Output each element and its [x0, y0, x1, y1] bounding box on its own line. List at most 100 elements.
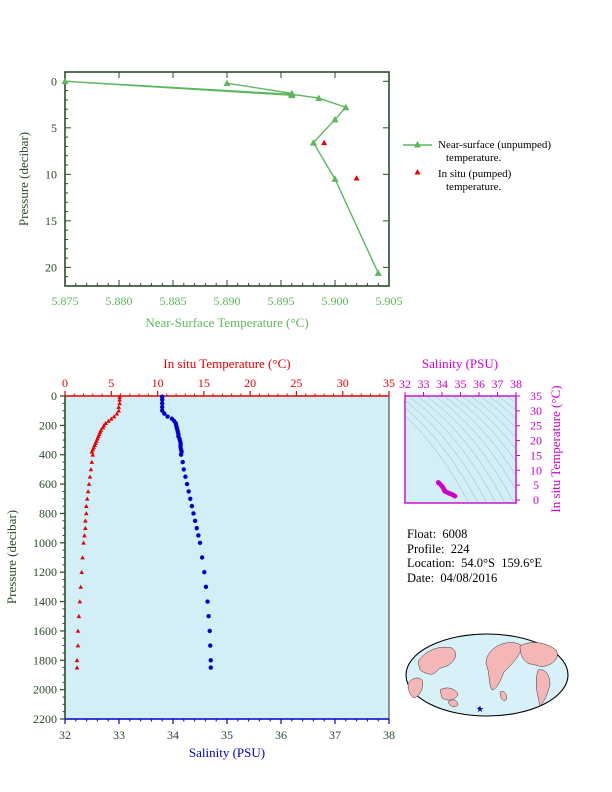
salinity-point — [205, 599, 210, 604]
salinity-ticks: 32 33 34 35 36 37 38 — [59, 719, 395, 742]
temp-ticks: 0 5 10 15 20 25 30 35 — [62, 376, 395, 396]
density-contour — [405, 415, 470, 503]
salinity-point — [160, 397, 165, 402]
temperature-point — [85, 489, 91, 494]
ts-x-tick-label: 35 — [455, 377, 467, 391]
salinity-point — [160, 401, 165, 406]
pres-tick-label: 600 — [39, 477, 57, 491]
salinity-point — [192, 518, 198, 523]
ts-y-tick-label: 35 — [530, 389, 542, 403]
salinity-point — [160, 404, 165, 410]
salinity-axis-label: Salinity (PSU) — [189, 745, 265, 760]
insitu-point — [353, 175, 360, 181]
top-x-axis-label: Near-Surface Temperature (°C) — [145, 315, 308, 330]
sal-tick-label: 38 — [383, 728, 395, 742]
top-y-tick-label: 20 — [45, 260, 57, 274]
pres-tick-label: 400 — [39, 448, 57, 462]
top-x-tick-label: 5.880 — [106, 294, 133, 308]
temperature-point — [90, 452, 96, 457]
ts-points — [435, 480, 458, 499]
legend-insitu-marker — [414, 169, 421, 175]
salinity-point — [162, 411, 167, 416]
profile-series — [74, 394, 213, 670]
density-contour — [407, 396, 497, 503]
top-y-ticks: 0 5 10 15 20 — [45, 74, 389, 278]
pres-tick-label: 2000 — [33, 683, 57, 697]
temperature-point — [111, 414, 117, 419]
top-chart: 5.875 5.880 5.885 5.890 5.895 5.900 5.905 0 5 10… — [16, 71, 551, 330]
ts-x-tick-label: 34 — [436, 377, 448, 391]
ts-point — [452, 493, 458, 499]
salinity-point — [189, 503, 195, 509]
sal-tick-label: 36 — [275, 728, 287, 742]
salinity-point — [186, 489, 191, 494]
temp-tick-label: 20 — [244, 376, 256, 390]
pres-tick-label: 1600 — [33, 624, 57, 638]
ts-x-tick-label: 37 — [492, 377, 504, 391]
top-y-tick-label: 0 — [51, 74, 57, 88]
location: Location: 54.0°S 159.6°E — [407, 556, 542, 570]
ts-y-tick-label: 5 — [533, 478, 539, 492]
density-contour — [425, 396, 515, 503]
near-surface-point — [223, 79, 231, 87]
ts-y-tick-label: 10 — [530, 463, 542, 477]
pres-tick-label: 1400 — [33, 595, 57, 609]
near-surface-point — [331, 175, 339, 182]
temperature-point — [83, 511, 89, 516]
pres-tick-label: 800 — [39, 506, 57, 520]
ts-x-tick-label: 33 — [418, 377, 430, 391]
temperature-point — [77, 599, 83, 604]
insitu-point — [321, 139, 328, 146]
pres-tick-label: 1000 — [33, 536, 57, 550]
temperature-point — [116, 404, 121, 409]
salinity-point — [199, 555, 205, 560]
near-surface-point — [331, 115, 339, 123]
temperature-point — [82, 533, 87, 538]
density-contour — [405, 400, 488, 503]
density-contour — [405, 407, 479, 503]
temp-tick-label: 0 — [62, 376, 68, 390]
temp-tick-label: 10 — [152, 376, 164, 390]
temp-tick-label: 35 — [383, 376, 395, 390]
top-x-tick-label: 5.895 — [268, 294, 295, 308]
top-series — [61, 77, 382, 276]
near-surface-point — [342, 103, 350, 111]
temperature-point — [84, 496, 90, 501]
ts-density-contours — [405, 396, 516, 503]
legend-near-label-2: temperature. — [446, 152, 502, 164]
salinity-point — [191, 511, 196, 516]
salinity-point — [208, 643, 213, 648]
temperature-point — [117, 394, 122, 399]
pressure-ticks: 0 200 400 600 800 1000 1200 1400 1600 1800 2000 220… — [33, 389, 65, 726]
top-x-tick-label: 5.875 — [52, 294, 79, 308]
map-float-marker: ★ — [476, 705, 484, 715]
temperature-point — [78, 584, 84, 589]
profile-chart: 0 5 10 15 20 25 30 35 32 33 34 35 36 37 38 0 200 400 600… — [4, 356, 395, 760]
salinity-point — [207, 628, 212, 634]
pres-tick-label: 1200 — [33, 565, 57, 579]
top-y-tick-label: 15 — [45, 214, 57, 228]
temperature-point — [100, 425, 106, 430]
location-map: ★ — [405, 633, 569, 717]
temperature-point — [108, 416, 114, 421]
pres-tick-label: 0 — [51, 389, 57, 403]
salinity-point — [178, 452, 184, 457]
temperature-point — [74, 657, 80, 663]
temperature-point — [87, 474, 93, 479]
ts-y-tick-label: 30 — [530, 404, 542, 418]
salinity-point — [165, 414, 170, 419]
float-info: Float: 6008 Profile: 224 Location: 54.0°… — [407, 527, 542, 585]
pres-tick-label: 200 — [39, 418, 57, 432]
temperature-point — [80, 555, 85, 560]
salinity-point — [208, 665, 213, 670]
near-surface-point — [315, 94, 323, 101]
top-legend: Near-surface (unpumped) temperature. In … — [403, 139, 551, 193]
salinity-point — [206, 614, 211, 619]
temperature-point — [83, 503, 89, 508]
density-contour — [434, 396, 516, 491]
legend-insitu-label-1: In situ (pumped) — [438, 168, 512, 180]
temperature-point — [106, 418, 111, 423]
ts-x-tick-label: 32 — [399, 377, 411, 391]
temperature-point — [114, 411, 120, 416]
